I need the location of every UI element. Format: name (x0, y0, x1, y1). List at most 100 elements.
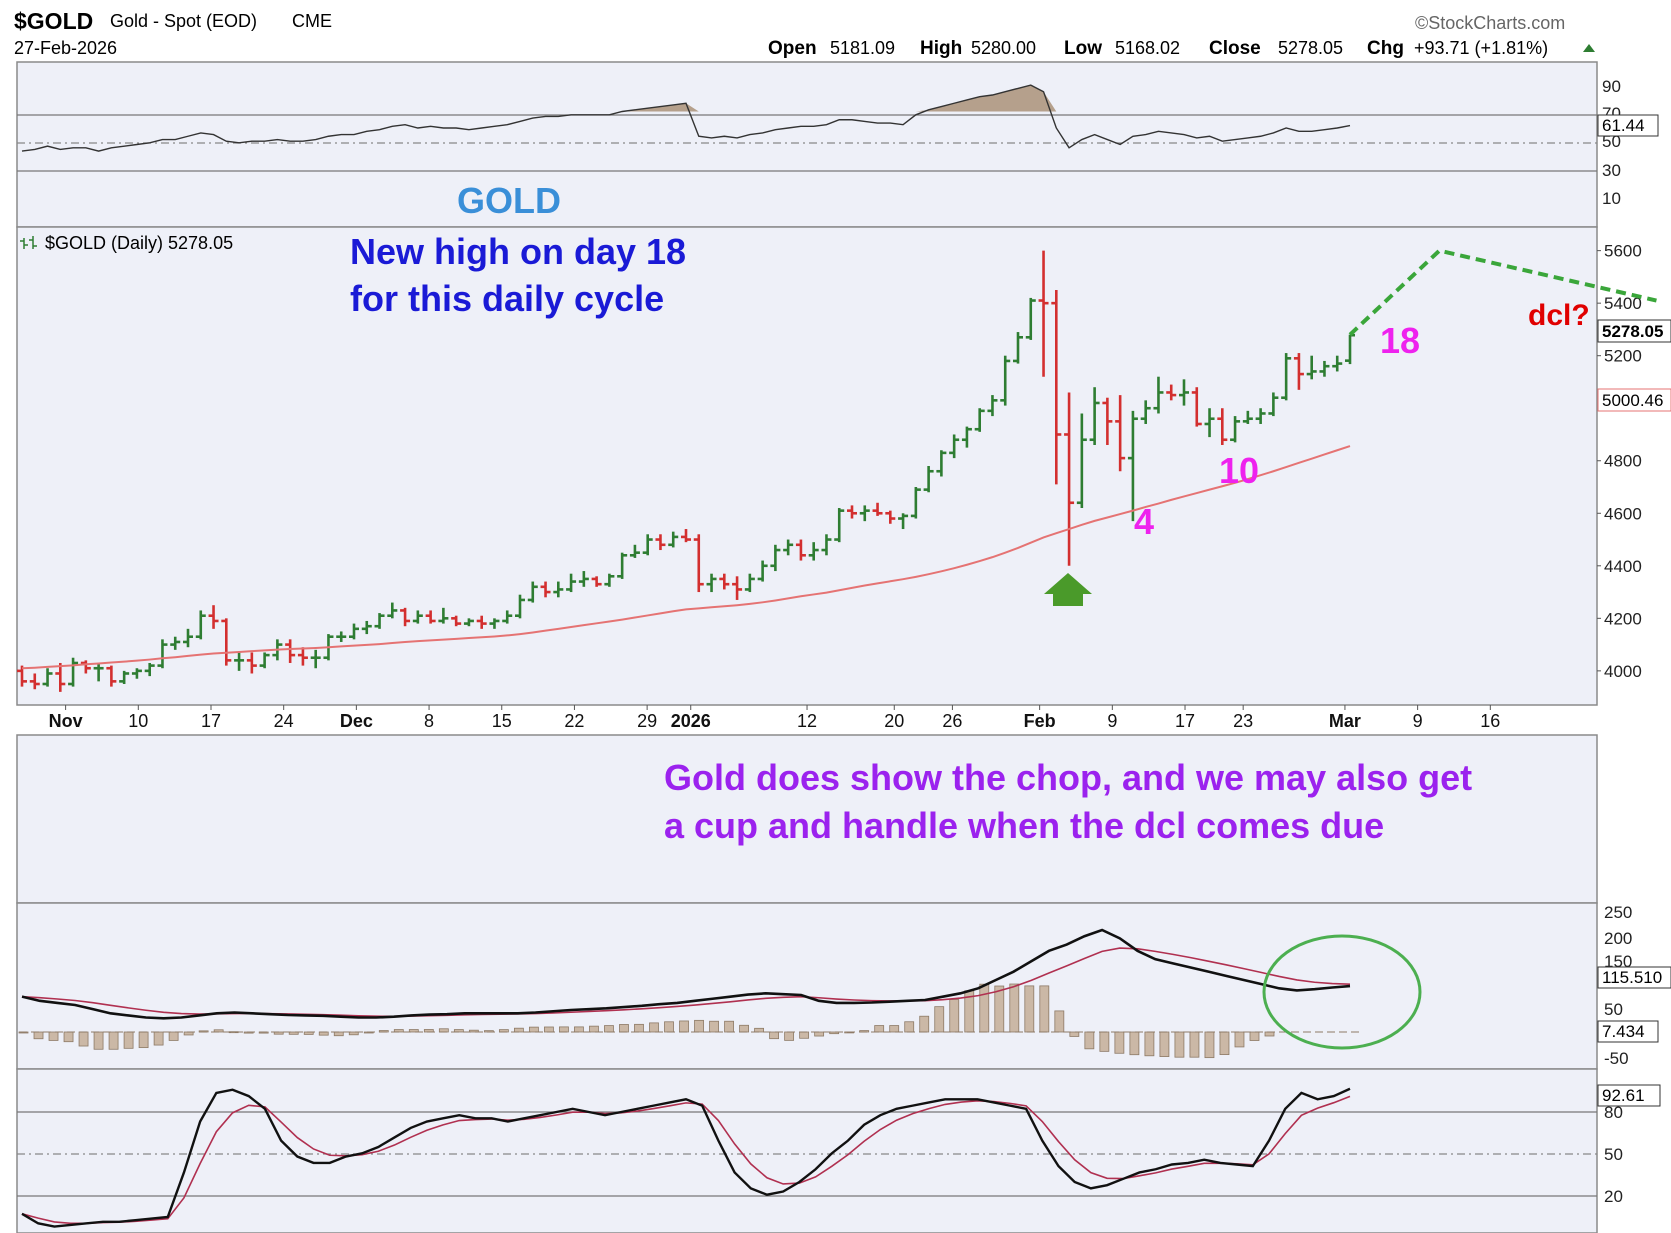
ohlc-bar (668, 531, 679, 548)
x-axis-label: 16 (1480, 711, 1500, 731)
rsi-tick-50: 50 (1602, 132, 1621, 151)
ohlc-bar (246, 652, 257, 674)
x-axis-label: 9 (1107, 711, 1117, 731)
macd-panel: 250 200 150 50 -50 115.510 7.434 (16, 902, 1671, 1070)
macd-histogram-bar (739, 1024, 749, 1033)
macd-histogram-bar (48, 1031, 59, 1041)
x-axis-label: 8 (424, 711, 434, 731)
chg-value: +93.71 (+1.81%) (1414, 38, 1548, 58)
ohlc-bar (1038, 250, 1049, 377)
ohlc-bar (578, 571, 589, 587)
ohlc-bar (68, 657, 79, 687)
ohlc-bar (898, 513, 909, 530)
ohlc-bar (336, 631, 347, 642)
ohlc-bar (1051, 290, 1062, 485)
ma-value-tag (1597, 388, 1671, 412)
ohlc-bar (1076, 413, 1087, 509)
macd-histogram-bar (814, 1031, 825, 1037)
macd-histogram-bar (589, 1025, 599, 1033)
ohlc-bar (1255, 408, 1266, 424)
ohlc-bar (744, 573, 755, 593)
ohlc-bar (259, 652, 270, 669)
price-tick-label: 4200 (1604, 609, 1642, 628)
cycle-day-10-label: 10 (1219, 450, 1259, 491)
ohlc-bar (847, 505, 857, 519)
macd-histogram-bar (1234, 1031, 1245, 1048)
macd-value-tag (1597, 966, 1671, 989)
ohlc-bar (400, 607, 411, 627)
ohlc-bar (655, 534, 666, 551)
ohlc-bar (1293, 353, 1304, 390)
x-axis-label: Mar (1329, 711, 1361, 731)
brand: ©StockCharts.com (1415, 13, 1565, 33)
macd-line (21, 928, 1351, 1020)
chg-label: Chg (1367, 38, 1404, 59)
ohlc-bar (936, 450, 947, 477)
stoch-tick-20: 20 (1604, 1187, 1623, 1206)
macd-histogram-bar (784, 1031, 795, 1041)
macd-histogram-bar (348, 1031, 359, 1036)
macd-histogram-bar (544, 1026, 554, 1033)
ohlc-bar (42, 668, 53, 687)
ohlc-bar (502, 610, 513, 624)
macd-histogram-bar (619, 1024, 629, 1033)
rsi-value-text: 61.44 (1602, 116, 1645, 135)
symbol: $GOLD (14, 8, 93, 34)
ohlc-bar (157, 639, 168, 669)
instrument-name: Gold - Spot (EOD) (110, 11, 257, 31)
macd-histogram-bar (168, 1031, 179, 1041)
x-axis-label: Feb (1024, 711, 1056, 731)
note-panel-bg (16, 734, 1598, 904)
rsi-tick-90: 90 (1602, 77, 1621, 96)
x-axis-label: 9 (1413, 711, 1423, 731)
close-label: Close (1209, 38, 1261, 59)
ohlc-bar (770, 544, 781, 572)
ohlc-bar (1102, 397, 1113, 445)
macd-histogram-bar (694, 1019, 704, 1033)
ohlc-bar (349, 623, 359, 640)
macd-histogram-bar (1054, 1010, 1065, 1033)
macd-histogram-bar (1159, 1031, 1170, 1057)
macd-histogram-bar (1084, 1031, 1095, 1050)
macd-histogram-bar (1189, 1031, 1200, 1058)
ohlc-bar (183, 628, 193, 648)
macd-histogram-bar (979, 983, 990, 1033)
ohlc-bar (1319, 360, 1330, 377)
stoch-tick-50: 50 (1604, 1145, 1623, 1164)
x-axis-label: 15 (492, 711, 512, 731)
high-label: High (920, 38, 962, 59)
macd-tick-150: 150 (1604, 952, 1632, 971)
macd-histogram-bar (904, 1021, 915, 1033)
macd-hist-value-tag (1597, 1020, 1659, 1043)
macd-histogram-bar (408, 1029, 419, 1033)
macd-histogram-bar (874, 1025, 885, 1033)
price-y-axis: 5600 5400 5200 4800 4600 4400 4200 4000 (1597, 242, 1642, 681)
gold-title-annotation: GOLD (457, 180, 561, 221)
ohlc-bar (361, 620, 372, 635)
ohlc-bar (131, 668, 142, 679)
price-tick-label: 4400 (1604, 557, 1642, 576)
macd-histogram-bar (754, 1027, 764, 1033)
ohlc-bar (834, 508, 845, 543)
ohlc-bar (463, 618, 474, 627)
macd-histogram-bar (709, 1020, 719, 1033)
ohlc-bar (795, 539, 806, 561)
x-axis-label: 12 (797, 711, 817, 731)
price-legend: $GOLD (Daily) 5278.05 (45, 233, 233, 253)
ohlc-bar (374, 613, 385, 629)
macd-histogram-bar (574, 1026, 584, 1033)
dcl-question-label: dcl? (1528, 299, 1590, 332)
macd-tick-200: 200 (1604, 929, 1632, 948)
macd-histogram-bar (288, 1031, 299, 1035)
ohlc-bar (1166, 384, 1177, 401)
ohlc-bar (1013, 332, 1023, 364)
ohlc-bar (1281, 353, 1292, 401)
ohlc-bar (1153, 376, 1164, 414)
ohlc-bar (783, 539, 794, 556)
ohlc-bar (170, 636, 181, 650)
price-bars (17, 250, 1355, 692)
ma-value-text: 5000.46 (1602, 391, 1663, 410)
ohlc-bar (17, 665, 27, 687)
macd-histogram-bar (93, 1031, 104, 1050)
annotation-new-high-line2: for this daily cycle (350, 278, 664, 319)
